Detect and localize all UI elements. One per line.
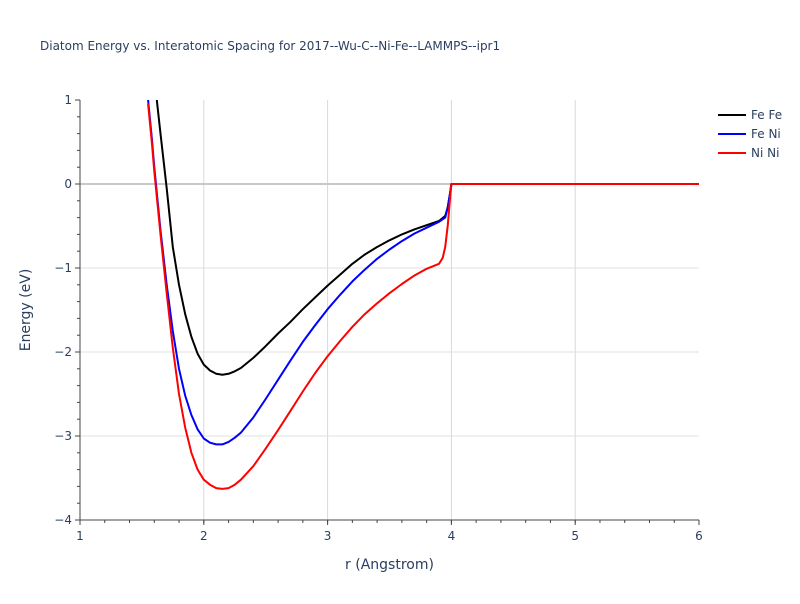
x-tick-label: 6: [695, 529, 703, 543]
y-tick-label: −3: [54, 429, 72, 443]
series-line-ni-ni[interactable]: [147, 103, 699, 490]
x-tick-label: 3: [324, 529, 332, 543]
x-tick-label: 2: [200, 529, 208, 543]
legend-label: Ni Ni: [751, 146, 779, 160]
legend[interactable]: Fe Fe Fe Ni Ni Ni: [718, 108, 782, 160]
legend-item-fe-fe[interactable]: Fe Fe: [718, 108, 782, 122]
x-axis-title: r (Angstrom): [345, 557, 434, 573]
axes: 1 2 3 4 5 6 −4 −3 −2 −1 0 1: [54, 93, 703, 543]
y-tick-label: −1: [54, 261, 72, 275]
legend-item-ni-ni[interactable]: Ni Ni: [718, 146, 779, 160]
series-line-fe-ni[interactable]: [147, 100, 699, 446]
legend-item-fe-ni[interactable]: Fe Ni: [718, 127, 781, 141]
legend-label: Fe Fe: [751, 108, 782, 122]
series-layer: [147, 75, 699, 490]
series-line-fe-fe[interactable]: [154, 75, 699, 376]
x-tick-label: 4: [448, 529, 456, 543]
x-tick-label: 1: [76, 529, 84, 543]
chart-title: Diatom Energy vs. Interatomic Spacing fo…: [40, 39, 500, 53]
x-tick-label: 5: [571, 529, 579, 543]
y-tick-label: 0: [64, 177, 72, 191]
y-tick-label: −4: [54, 513, 72, 527]
legend-label: Fe Ni: [751, 127, 781, 141]
y-tick-label: 1: [64, 93, 72, 107]
grid: [80, 100, 699, 520]
y-axis-title: Energy (eV): [18, 269, 34, 352]
y-tick-label: −2: [54, 345, 72, 359]
